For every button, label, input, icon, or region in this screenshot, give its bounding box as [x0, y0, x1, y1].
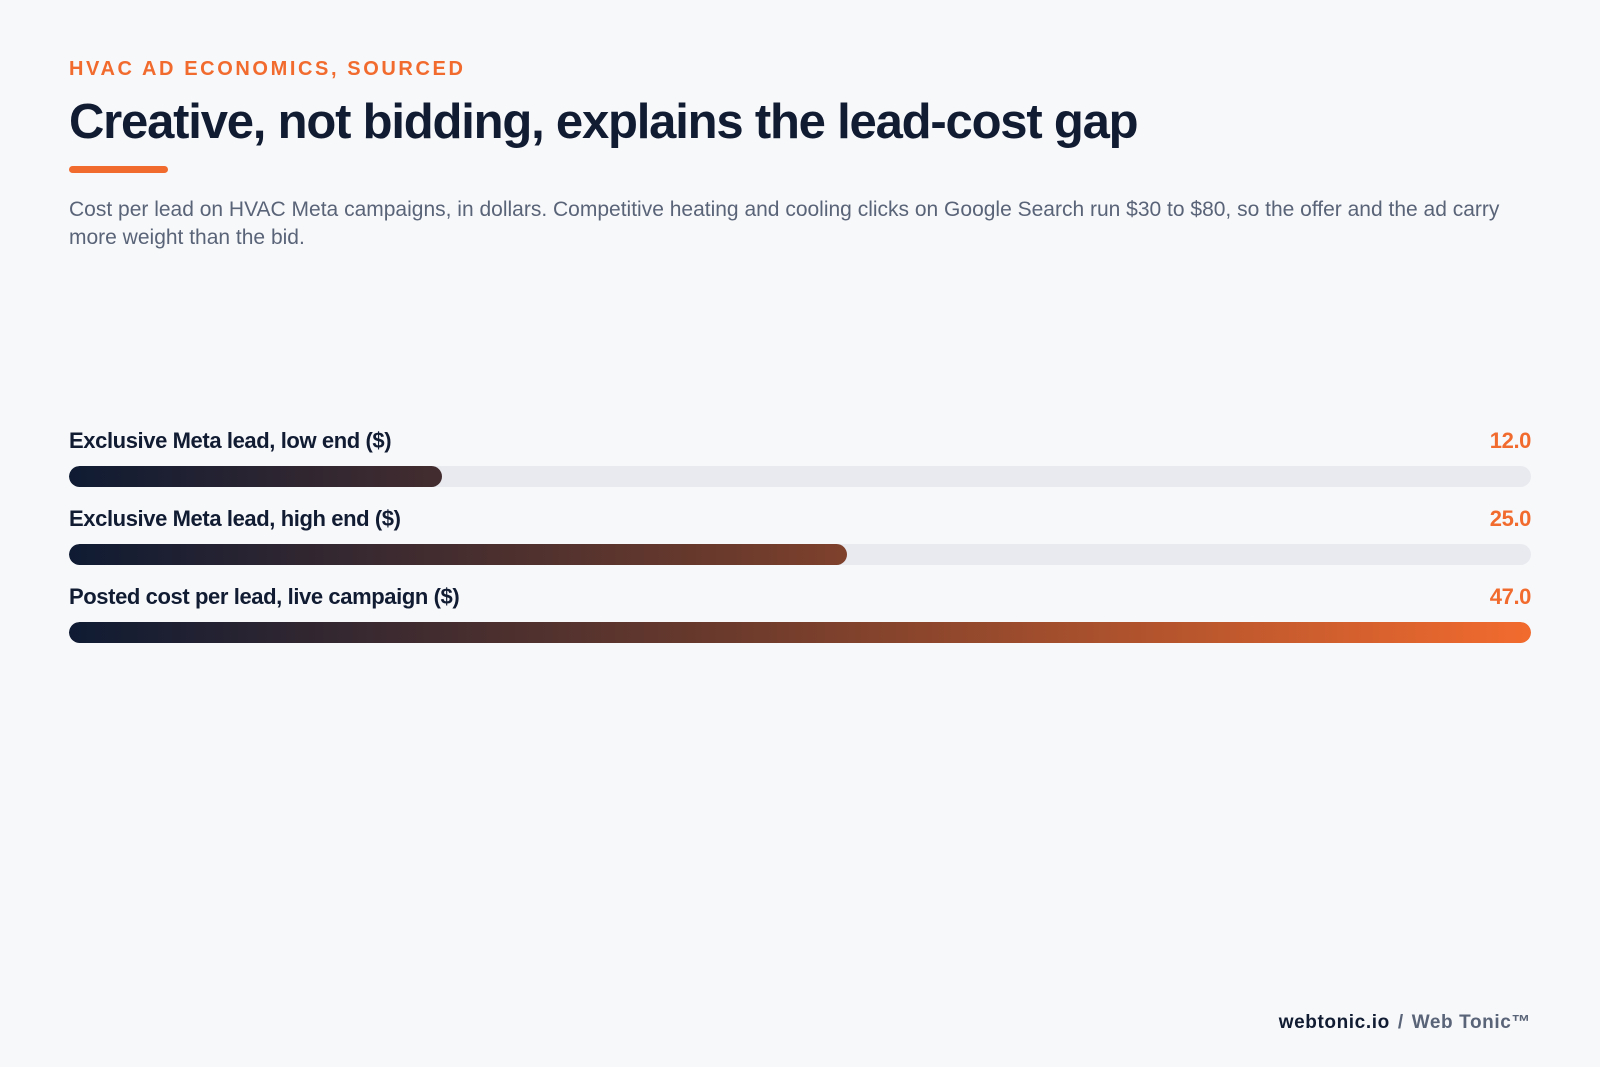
- bar-value-label: 47.0: [1489, 584, 1532, 609]
- eyebrow-label: HVAC AD ECONOMICS, SOURCED: [69, 58, 466, 80]
- bar-row: Exclusive Meta lead, low end ($) 12.0: [69, 428, 1531, 506]
- bar-category-label: Exclusive Meta lead, low end ($): [69, 428, 392, 453]
- bar-row: Exclusive Meta lead, high end ($) 25.0: [69, 506, 1531, 584]
- bar-row-header: Exclusive Meta lead, low end ($) 12.0: [69, 428, 1531, 466]
- bar-fill: [69, 466, 443, 487]
- chart-title: Creative, not bidding, explains the lead…: [69, 95, 1139, 149]
- bar-fill: [69, 622, 1531, 643]
- accent-rule: [69, 166, 168, 173]
- bar-track: [69, 544, 1531, 565]
- bar-fill: [69, 544, 847, 565]
- bar-row: Posted cost per lead, live campaign ($) 4…: [69, 584, 1531, 662]
- chart-subtitle: Cost per lead on HVAC Meta campaigns, in…: [69, 198, 1500, 249]
- bar-row-header: Exclusive Meta lead, high end ($) 25.0: [69, 506, 1531, 544]
- footer-site: webtonic.io: [1278, 1012, 1390, 1033]
- bar-category-label: Exclusive Meta lead, high end ($): [69, 506, 401, 531]
- footer-separator: /: [1397, 1012, 1404, 1033]
- bar-track: [69, 466, 1531, 487]
- bar-value-label: 12.0: [1489, 428, 1532, 453]
- bar-row-header: Posted cost per lead, live campaign ($) 4…: [69, 584, 1531, 622]
- bar-category-label: Posted cost per lead, live campaign ($): [69, 584, 460, 609]
- footer-credit: webtonic.io / Web Tonic™: [1279, 1012, 1531, 1034]
- footer-brand: Web Tonic™: [1411, 1012, 1531, 1033]
- bar-chart: Exclusive Meta lead, low end ($) 12.0 Excl…: [69, 428, 1531, 662]
- bar-value-label: 25.0: [1489, 506, 1532, 531]
- bar-track: [69, 622, 1531, 643]
